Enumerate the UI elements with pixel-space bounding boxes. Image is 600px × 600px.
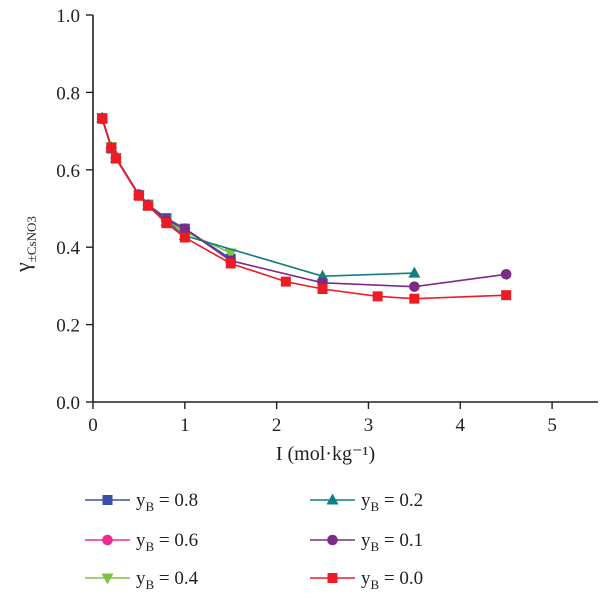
legend: yB = 0.8yB = 0.6yB = 0.4yB = 0.2yB = 0.1… xyxy=(85,490,423,592)
legend-label-main: y xyxy=(361,530,371,551)
data-point xyxy=(133,190,144,201)
legend-label-main: y xyxy=(361,490,371,511)
legend-marker xyxy=(102,534,113,546)
y-axis-title: γ±CsNO3 xyxy=(10,216,39,273)
series-1 xyxy=(97,113,236,264)
legend-marker xyxy=(326,493,339,505)
y-axis-title-sub: ±CsNO3 xyxy=(24,216,39,262)
series-layer xyxy=(96,111,512,304)
legend-label: yB = 0.0 xyxy=(361,568,423,592)
series-5 xyxy=(96,113,512,292)
legend-label-value: = 0.6 xyxy=(154,530,198,551)
legend-label-sub: B xyxy=(371,539,380,554)
legend-label: yB = 0.6 xyxy=(136,530,198,554)
data-point xyxy=(179,232,190,243)
legend-label-sub: B xyxy=(371,499,380,514)
data-point xyxy=(110,153,121,164)
x-tick-label: 2 xyxy=(272,415,282,436)
legend-label: yB = 0.4 xyxy=(136,568,199,592)
legend-label-sub: B xyxy=(146,577,155,592)
y-axis-title-main: γ xyxy=(10,262,35,273)
legend-label-sub: B xyxy=(146,539,155,554)
data-point xyxy=(106,142,117,153)
series-line xyxy=(101,118,507,288)
series-4 xyxy=(96,111,421,281)
legend-item: yB = 0.0 xyxy=(310,568,423,592)
x-tick-label: 1 xyxy=(180,415,190,436)
data-point xyxy=(409,293,420,304)
data-point xyxy=(316,269,329,281)
data-point xyxy=(317,283,328,294)
legend-label-value: = 0.8 xyxy=(154,490,198,511)
legend-marker xyxy=(101,573,114,585)
legend-label-sub: B xyxy=(371,577,380,592)
y-tick-label: 0.2 xyxy=(56,316,80,337)
legend-marker xyxy=(102,495,113,505)
series-line xyxy=(101,117,232,254)
series-3 xyxy=(96,113,237,260)
y-tick-label: 1.0 xyxy=(56,6,80,27)
legend-label-main: y xyxy=(136,490,146,511)
series-2 xyxy=(96,113,191,238)
data-point xyxy=(161,218,172,229)
legend-label-sub: B xyxy=(146,499,155,514)
legend-item: yB = 0.1 xyxy=(310,530,423,554)
series-line xyxy=(101,117,415,278)
data-point xyxy=(225,258,236,269)
legend-label-value: = 0.2 xyxy=(379,490,423,511)
legend-item: yB = 0.4 xyxy=(85,568,199,592)
data-point xyxy=(179,223,191,234)
series-line xyxy=(101,118,186,233)
x-axis-title: I (mol·kg⁻¹) xyxy=(276,443,375,465)
legend-item: yB = 0.6 xyxy=(85,530,198,554)
legend-item: yB = 0.8 xyxy=(85,490,198,514)
x-tick-label: 3 xyxy=(364,415,374,436)
data-point xyxy=(97,113,108,124)
y-tick-label: 0.8 xyxy=(56,83,80,104)
legend-marker xyxy=(327,534,338,546)
data-point xyxy=(224,248,237,260)
y-tick-label: 0.4 xyxy=(56,238,80,259)
legend-label-value: = 0.0 xyxy=(379,568,423,589)
data-point xyxy=(372,291,383,302)
legend-item: yB = 0.2 xyxy=(310,490,423,514)
legend-label: yB = 0.8 xyxy=(136,490,198,514)
legend-label-main: y xyxy=(136,530,146,551)
legend-label-main: y xyxy=(136,568,146,589)
axes-layer: 0 1 2 3 4 5 0.0 0.2 0.4 0.6 0.8 1.0 I (mol·kg⁻¹) γ±Cs… xyxy=(10,6,598,465)
data-point xyxy=(500,268,512,280)
legend-label: yB = 0.2 xyxy=(361,490,423,514)
x-tick-label: 4 xyxy=(456,415,466,436)
y-tick-label: 0.6 xyxy=(56,161,80,182)
x-tick-label: 0 xyxy=(88,415,98,436)
y-tick-label: 0.0 xyxy=(56,393,80,414)
legend-marker xyxy=(327,573,338,583)
data-point xyxy=(501,290,512,301)
legend-label: yB = 0.1 xyxy=(361,530,423,554)
series-line xyxy=(101,118,507,300)
data-point xyxy=(280,276,291,287)
data-point xyxy=(408,266,421,278)
x-tick-label: 5 xyxy=(547,415,557,436)
data-point xyxy=(143,200,154,211)
legend-label-value: = 0.4 xyxy=(154,568,198,589)
legend-label-value: = 0.1 xyxy=(379,530,423,551)
data-point xyxy=(409,281,420,292)
legend-label-main: y xyxy=(361,568,371,589)
series-line xyxy=(101,118,232,260)
series-6 xyxy=(97,113,512,304)
